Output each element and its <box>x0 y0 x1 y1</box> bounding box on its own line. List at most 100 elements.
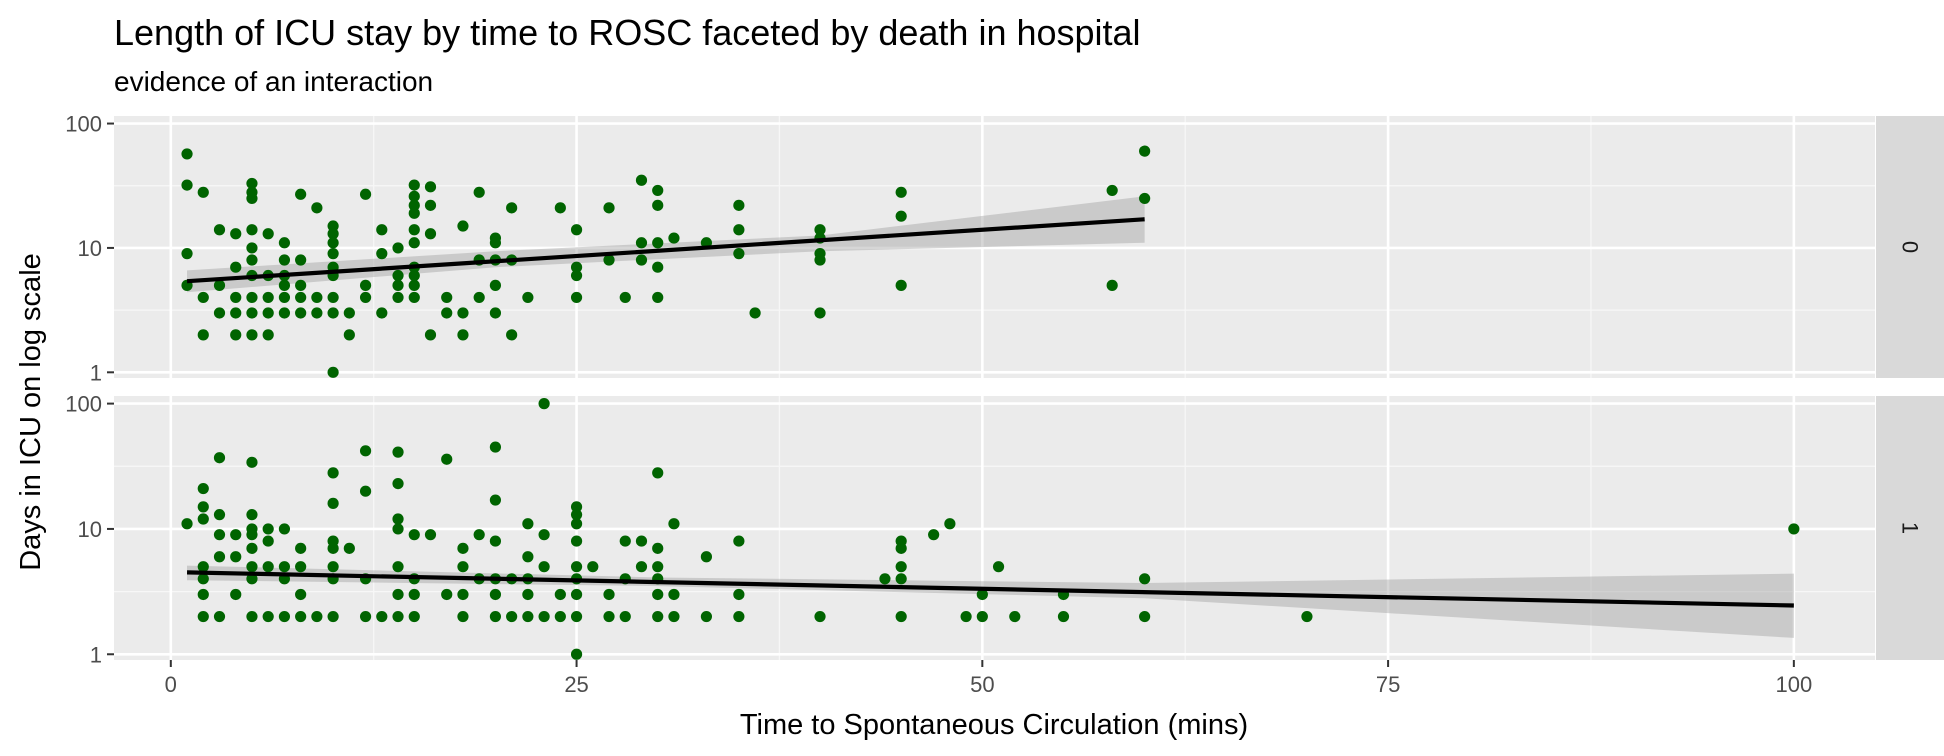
data-point <box>197 501 209 513</box>
data-point <box>538 561 550 573</box>
data-point <box>311 307 323 319</box>
data-point <box>181 518 193 530</box>
data-point <box>246 307 258 319</box>
data-point <box>295 291 307 304</box>
data-point <box>246 529 258 541</box>
data-point <box>246 177 258 190</box>
data-point <box>635 237 648 249</box>
data-point <box>246 254 258 266</box>
data-point <box>327 610 339 623</box>
data-point <box>213 529 226 541</box>
data-point <box>1009 610 1021 623</box>
data-point <box>408 237 420 249</box>
data-point <box>652 561 664 573</box>
data-point <box>181 179 193 191</box>
data-point <box>359 610 372 623</box>
x-tick-label: 75 <box>1376 672 1400 697</box>
confidence-band <box>187 565 1794 638</box>
data-point <box>376 307 388 319</box>
data-point <box>928 529 940 541</box>
data-point <box>359 291 372 304</box>
data-point <box>522 518 534 530</box>
data-point <box>668 518 680 530</box>
data-point <box>635 254 648 266</box>
trend-line <box>186 217 1145 284</box>
data-point <box>392 478 404 490</box>
data-point <box>376 224 388 236</box>
data-point <box>408 279 420 291</box>
data-point <box>408 610 420 623</box>
data-point <box>359 445 372 457</box>
data-point <box>230 307 242 319</box>
y-tick-label: 1 <box>90 360 102 385</box>
data-point <box>652 588 664 601</box>
data-point <box>278 307 291 319</box>
data-point <box>1139 610 1151 623</box>
y-tick-label: 10 <box>78 517 102 542</box>
data-point <box>327 228 339 240</box>
data-point <box>506 610 518 623</box>
data-point <box>652 542 664 554</box>
data-point <box>489 494 502 506</box>
data-point <box>295 188 307 200</box>
data-point <box>197 561 209 573</box>
data-point <box>213 452 226 464</box>
data-point <box>554 202 566 214</box>
data-point <box>522 291 534 304</box>
data-point <box>246 509 258 521</box>
facet-strip-label: 0 <box>1898 241 1923 253</box>
data-point <box>197 329 209 341</box>
data-point <box>392 610 404 623</box>
data-point <box>246 573 258 585</box>
data-point <box>213 610 226 623</box>
data-point <box>408 588 420 601</box>
data-point <box>197 513 209 525</box>
data-point <box>213 509 226 521</box>
x-axis: 0 25 50 75 100 <box>165 660 1812 697</box>
data-point <box>278 291 291 304</box>
data-point <box>197 573 209 585</box>
facet-strip <box>1876 396 1944 660</box>
data-point <box>668 588 680 601</box>
data-point <box>278 610 291 623</box>
data-point <box>570 501 583 513</box>
data-point <box>246 291 258 304</box>
data-point <box>278 523 291 535</box>
data-point <box>327 248 339 260</box>
data-point <box>976 588 988 601</box>
data-point <box>992 561 1005 573</box>
data-point <box>635 561 648 573</box>
data-point <box>1139 145 1151 157</box>
data-point <box>489 535 502 547</box>
data-point <box>570 261 583 273</box>
data-point <box>327 220 339 232</box>
data-point <box>976 610 988 623</box>
y-tick-label: 100 <box>65 392 102 417</box>
trend-line <box>186 570 1794 608</box>
data-point <box>652 610 664 623</box>
data-point <box>652 467 664 479</box>
data-point <box>213 551 226 563</box>
x-tick-label: 25 <box>564 672 588 697</box>
data-point <box>522 610 534 623</box>
data-point <box>457 307 469 319</box>
data-point <box>408 199 420 211</box>
data-point <box>408 207 420 219</box>
data-point <box>327 307 339 319</box>
data-point <box>700 610 713 623</box>
data-point <box>489 588 502 601</box>
data-point <box>944 518 956 530</box>
data-point <box>441 453 453 465</box>
data-point <box>506 202 518 214</box>
data-point <box>246 224 258 236</box>
data-point <box>652 237 664 249</box>
data-point <box>554 588 566 601</box>
data-point <box>814 224 826 236</box>
data-point <box>441 291 453 304</box>
data-point <box>181 148 193 160</box>
data-point <box>570 518 583 530</box>
data-point <box>230 588 242 601</box>
data-point <box>424 228 437 240</box>
data-point <box>1788 523 1800 535</box>
x-tick-label: 50 <box>970 672 994 697</box>
